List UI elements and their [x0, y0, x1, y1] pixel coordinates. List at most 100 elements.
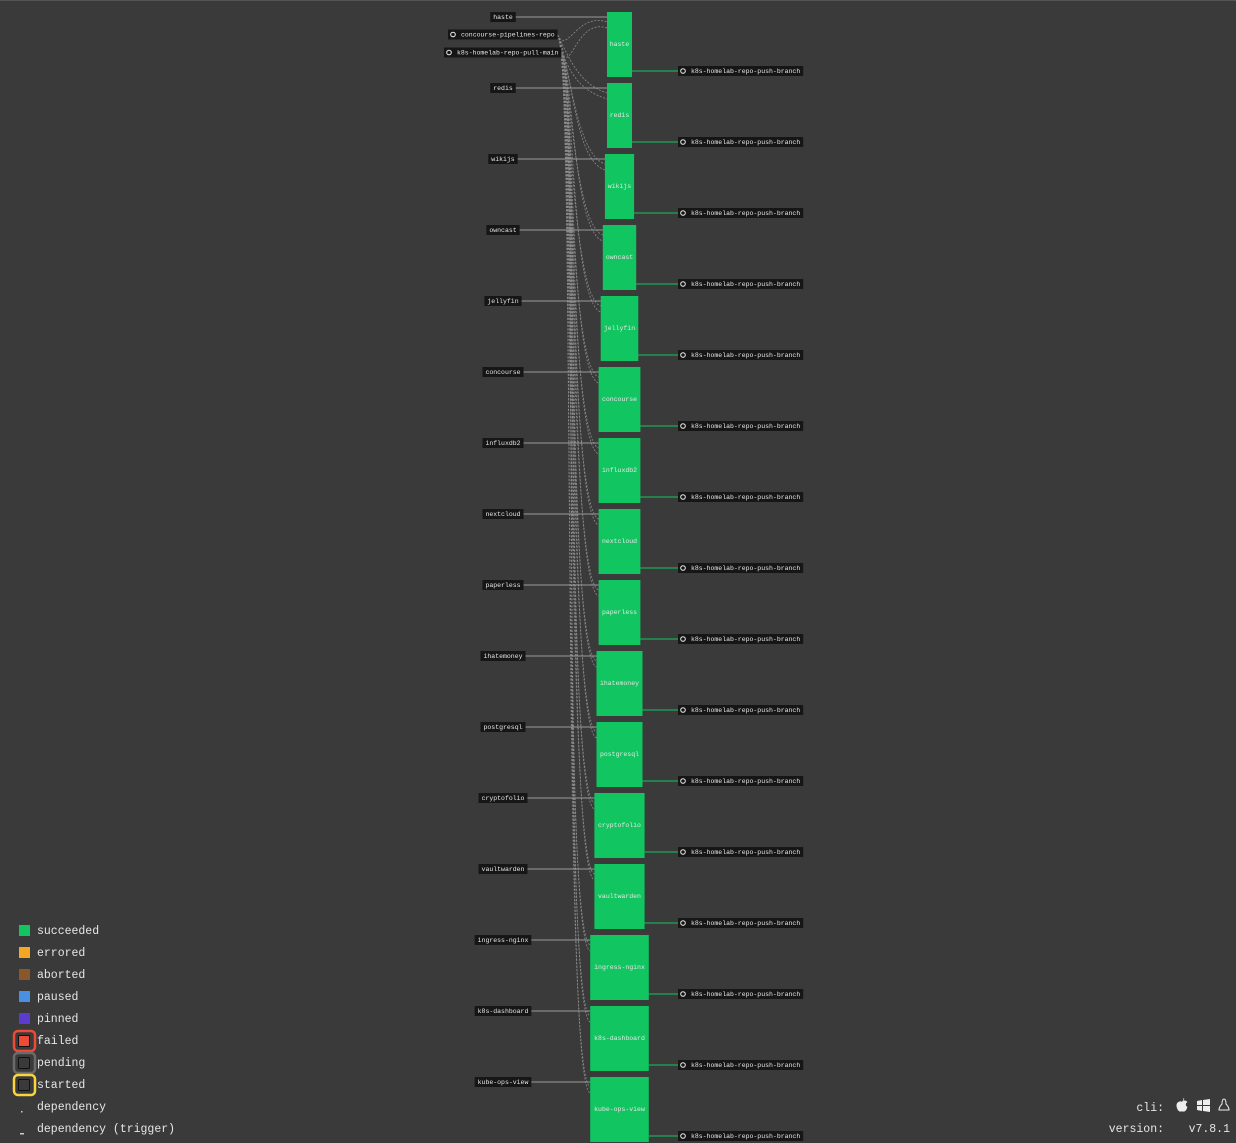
- linux-icon[interactable]: [1218, 1098, 1230, 1111]
- job-name[interactable]: paperless: [602, 609, 637, 616]
- apple-icon[interactable]: [1176, 1097, 1188, 1112]
- output-resource-label-box[interactable]: [678, 279, 804, 289]
- resource-label[interactable]: cryptofolio: [482, 795, 525, 802]
- resource-label-box[interactable]: [482, 438, 524, 448]
- job-box[interactable]: [598, 580, 641, 645]
- output-resource-label-box[interactable]: [678, 776, 804, 786]
- output-resource-label[interactable]: k8s-homelab-repo-push-branch: [691, 423, 800, 430]
- output-resource-label[interactable]: k8s-homelab-repo-push-branch: [691, 920, 800, 927]
- output-resource-label[interactable]: k8s-homelab-repo-push-branch: [691, 139, 800, 146]
- resource-label-box[interactable]: [482, 580, 524, 590]
- job-box[interactable]: [598, 509, 641, 574]
- job-box[interactable]: [602, 225, 637, 290]
- output-resource-label[interactable]: k8s-homelab-repo-push-branch: [691, 849, 800, 856]
- job-box[interactable]: [596, 722, 643, 787]
- windows-icon[interactable]: [1197, 1099, 1210, 1112]
- job-name[interactable]: influxdb2: [602, 467, 637, 474]
- job-name[interactable]: vaultwarden: [598, 893, 641, 900]
- resource-label-box[interactable]: [448, 29, 558, 40]
- output-resource-label-box[interactable]: [678, 421, 804, 431]
- resource-label[interactable]: haste: [493, 14, 513, 21]
- output-resource-label[interactable]: k8s-homelab-repo-push-branch: [691, 707, 800, 714]
- job-box[interactable]: [607, 12, 632, 77]
- output-resource-label[interactable]: k8s-homelab-repo-push-branch: [691, 778, 800, 785]
- job-name[interactable]: ihatemoney: [600, 680, 639, 687]
- resource-label-box[interactable]: [474, 1077, 532, 1087]
- output-resource-label[interactable]: k8s-homelab-repo-push-branch: [691, 991, 800, 998]
- output-resource-label-box[interactable]: [678, 137, 804, 147]
- output-resource-label-box[interactable]: [678, 1060, 804, 1070]
- resource-label[interactable]: concourse-pipelines-repo: [461, 32, 555, 39]
- job-name[interactable]: nextcloud: [602, 538, 637, 545]
- output-resource-label[interactable]: k8s-homelab-repo-push-branch: [691, 636, 800, 643]
- resource-label[interactable]: vaultwarden: [482, 866, 525, 873]
- job-name[interactable]: jellyfin: [604, 325, 635, 332]
- job-name[interactable]: haste: [610, 41, 630, 48]
- resource-label[interactable]: k8s-homelab-repo-pull-main: [457, 50, 559, 57]
- job-box[interactable]: [594, 864, 645, 929]
- job-name[interactable]: kube-ops-view: [594, 1106, 645, 1113]
- resource-label-box[interactable]: [478, 864, 528, 874]
- output-resource-label-box[interactable]: [678, 918, 804, 928]
- resource-label[interactable]: kube-ops-view: [478, 1079, 529, 1086]
- resource-label[interactable]: nextcloud: [485, 511, 520, 518]
- job-box[interactable]: [607, 83, 632, 148]
- resource-label[interactable]: postgresql: [484, 724, 523, 731]
- job-box[interactable]: [590, 935, 649, 1000]
- job-name[interactable]: owncast: [606, 254, 633, 261]
- job-box[interactable]: [590, 1077, 649, 1142]
- job-box[interactable]: [600, 296, 639, 361]
- job-name[interactable]: concourse: [602, 396, 637, 403]
- job-box[interactable]: [594, 793, 645, 858]
- resource-label-box[interactable]: [474, 1006, 532, 1016]
- resource-label-box[interactable]: [490, 12, 516, 22]
- output-resource-label-box[interactable]: [678, 350, 804, 360]
- job-box[interactable]: [598, 438, 641, 503]
- resource-label-box[interactable]: [482, 509, 524, 519]
- resource-label[interactable]: concourse: [485, 369, 520, 376]
- resource-label[interactable]: jellyfin: [487, 298, 518, 305]
- resource-label[interactable]: k8s-dashboard: [478, 1008, 529, 1015]
- job-box[interactable]: [596, 651, 643, 716]
- job-box[interactable]: [590, 1006, 649, 1071]
- job-box[interactable]: [604, 154, 635, 219]
- output-resource-label[interactable]: k8s-homelab-repo-push-branch: [691, 68, 800, 75]
- resource-label-box[interactable]: [480, 722, 526, 732]
- resource-label-box[interactable]: [480, 651, 526, 661]
- output-resource-label[interactable]: k8s-homelab-repo-push-branch: [691, 281, 800, 288]
- resource-label-box[interactable]: [488, 154, 518, 164]
- resource-label-box[interactable]: [444, 47, 562, 58]
- resource-label[interactable]: influxdb2: [485, 440, 520, 447]
- output-resource-label[interactable]: k8s-homelab-repo-push-branch: [691, 1133, 800, 1140]
- resource-label[interactable]: ihatemoney: [484, 653, 523, 660]
- resource-label[interactable]: paperless: [485, 582, 520, 589]
- output-resource-label[interactable]: k8s-homelab-repo-push-branch: [691, 565, 800, 572]
- resource-label[interactable]: redis: [493, 85, 513, 92]
- resource-label[interactable]: ingress-nginx: [478, 937, 529, 944]
- output-resource-label-box[interactable]: [678, 705, 804, 715]
- job-name[interactable]: wikijs: [608, 183, 632, 190]
- job-name[interactable]: postgresql: [600, 751, 639, 758]
- job-box[interactable]: [598, 367, 641, 432]
- output-resource-label-box[interactable]: [678, 492, 804, 502]
- resource-label-box[interactable]: [478, 793, 528, 803]
- output-resource-label-box[interactable]: [678, 847, 804, 857]
- resource-label-box[interactable]: [486, 225, 520, 235]
- job-name[interactable]: k8s-dashboard: [594, 1035, 645, 1042]
- resource-label-box[interactable]: [490, 83, 516, 93]
- output-resource-label[interactable]: k8s-homelab-repo-push-branch: [691, 1062, 800, 1069]
- output-resource-label-box[interactable]: [678, 989, 804, 999]
- resource-label[interactable]: wikijs: [491, 156, 515, 163]
- output-resource-label-box[interactable]: [678, 208, 804, 218]
- output-resource-label-box[interactable]: [678, 66, 804, 76]
- output-resource-label-box[interactable]: [678, 1131, 804, 1141]
- resource-label-box[interactable]: [484, 296, 522, 306]
- output-resource-label[interactable]: k8s-homelab-repo-push-branch: [691, 494, 800, 501]
- output-resource-label[interactable]: k8s-homelab-repo-push-branch: [691, 352, 800, 359]
- output-resource-label-box[interactable]: [678, 563, 804, 573]
- job-name[interactable]: ingress-nginx: [594, 964, 645, 971]
- job-name[interactable]: redis: [610, 112, 630, 119]
- resource-label-box[interactable]: [474, 935, 532, 945]
- output-resource-label-box[interactable]: [678, 634, 804, 644]
- job-name[interactable]: cryptofolio: [598, 822, 641, 829]
